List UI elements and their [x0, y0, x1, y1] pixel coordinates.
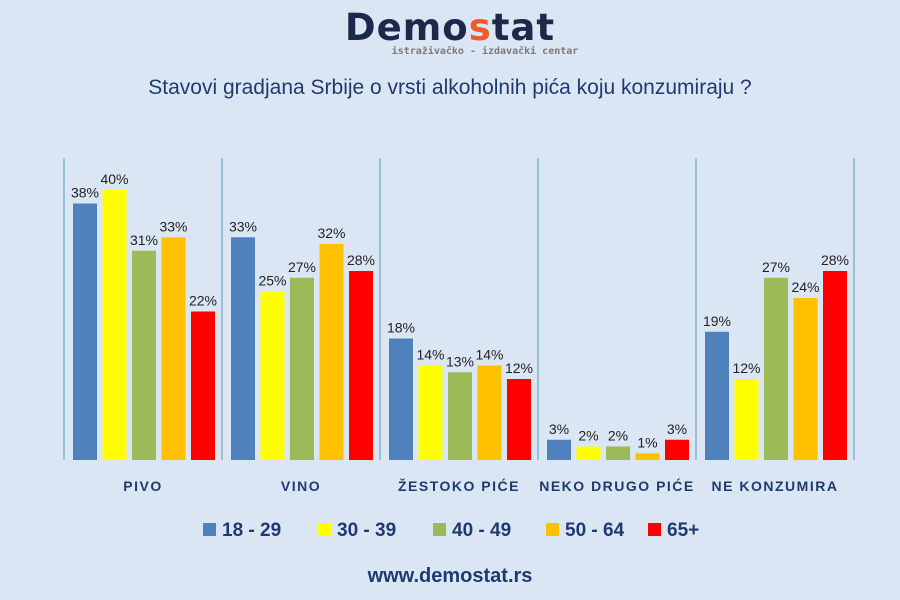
- bar: [260, 291, 285, 460]
- bar: [191, 311, 215, 460]
- data-label: 14%: [416, 347, 444, 363]
- data-label: 22%: [189, 293, 217, 309]
- data-label: 2%: [578, 428, 598, 444]
- bar: [705, 331, 729, 460]
- legend-label: 40 - 49: [452, 520, 511, 541]
- data-label: 3%: [549, 421, 569, 437]
- bar: [290, 277, 314, 460]
- legend-label: 18 - 29: [222, 520, 281, 541]
- data-label: 25%: [258, 272, 286, 288]
- bar: [418, 365, 443, 460]
- bar: [102, 190, 127, 460]
- legend-swatch: [433, 523, 446, 536]
- data-label: 32%: [317, 225, 345, 241]
- bar: [132, 250, 156, 460]
- legend-swatch: [203, 523, 216, 536]
- bar: [319, 244, 344, 460]
- bar: [507, 379, 531, 460]
- category-label: VINO: [281, 478, 321, 494]
- legend-label: 65+: [667, 520, 699, 541]
- logo-name: Demostat: [344, 6, 556, 49]
- data-label: 33%: [229, 218, 257, 234]
- website-url[interactable]: www.demostat.rs: [367, 565, 533, 587]
- data-label: 3%: [667, 421, 687, 437]
- legend-swatch: [318, 523, 331, 536]
- bar: [389, 338, 413, 460]
- data-label: 1%: [637, 434, 657, 450]
- data-label: 24%: [791, 279, 819, 295]
- legend-swatch: [648, 523, 661, 536]
- bar: [635, 453, 660, 460]
- data-label: 12%: [732, 360, 760, 376]
- category-label: NE KONZUMIRA: [712, 478, 839, 494]
- bar: [665, 439, 689, 460]
- data-label: 12%: [505, 360, 533, 376]
- bar: [823, 271, 847, 460]
- data-label: 27%: [762, 259, 790, 275]
- bar: [734, 379, 759, 460]
- data-label: 2%: [608, 428, 628, 444]
- logo-tagline: istraživačko - izdavački centar: [391, 46, 579, 57]
- bar: [349, 271, 373, 460]
- bar: [764, 277, 788, 460]
- data-label: 40%: [100, 171, 128, 187]
- category-label: PIVO: [123, 478, 162, 494]
- data-label: 27%: [288, 259, 316, 275]
- data-label: 14%: [475, 347, 503, 363]
- bar: [793, 298, 818, 460]
- bar: [477, 365, 502, 460]
- bar: [231, 237, 255, 460]
- data-label: 28%: [347, 252, 375, 268]
- bar: [606, 446, 630, 460]
- bar: [161, 237, 186, 460]
- category-label: ŽESTOKO PIĆE: [398, 477, 520, 494]
- data-label: 33%: [159, 218, 187, 234]
- chart-title: Stavovi gradjana Srbije o vrsti alkoholn…: [148, 76, 752, 99]
- data-label: 31%: [130, 232, 158, 248]
- logo: Demostat istraživačko - izdavački centar: [0, 6, 900, 58]
- data-label: 19%: [703, 313, 731, 329]
- legend-label: 50 - 64: [565, 520, 625, 541]
- legend-label: 30 - 39: [337, 520, 396, 541]
- data-label: 28%: [821, 252, 849, 268]
- category-label: NEKO DRUGO PIĆE: [539, 477, 695, 494]
- legend-swatch: [546, 523, 559, 536]
- data-label: 38%: [71, 185, 99, 201]
- bar: [576, 446, 601, 460]
- data-label: 18%: [387, 320, 415, 336]
- data-label: 13%: [446, 353, 474, 369]
- bar: [448, 372, 472, 460]
- bar: [73, 203, 97, 460]
- bar: [547, 439, 571, 460]
